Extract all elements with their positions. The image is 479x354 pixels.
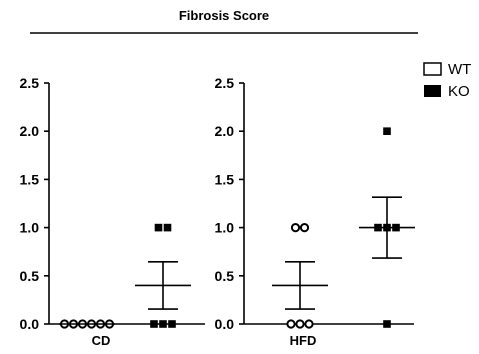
data-point xyxy=(295,319,305,329)
panel-hfd: 0.0 0.5 1.0 1.5 2.0 2.5 HFD xyxy=(215,75,415,348)
group-wt xyxy=(59,319,115,329)
y-tick-label: 1.0 xyxy=(215,220,235,236)
y-tick-label: 2.0 xyxy=(215,123,235,139)
legend-label-ko: KO xyxy=(448,83,470,100)
data-point xyxy=(383,127,391,135)
data-point xyxy=(163,223,172,232)
y-tick-label: 0.5 xyxy=(215,268,235,284)
y-tick-label: 0.0 xyxy=(215,316,235,332)
y-tick-label: 1.5 xyxy=(215,171,235,187)
panel-cd: 0.0 0.5 1.0 1.5 2.0 2.5 CD xyxy=(20,75,205,348)
y-tick-label: 2.5 xyxy=(20,75,40,91)
y-tick-label: 0.0 xyxy=(20,316,40,332)
data-point xyxy=(150,320,158,328)
data-point xyxy=(383,320,391,328)
data-point xyxy=(290,223,301,233)
panel-label: HFD xyxy=(290,333,317,348)
y-tick-label: 2.5 xyxy=(215,75,235,91)
group-wt xyxy=(272,223,328,329)
group-ko xyxy=(359,127,415,328)
data-point xyxy=(154,223,163,232)
data-point xyxy=(159,320,167,328)
legend-swatch-ko xyxy=(424,85,441,97)
data-point xyxy=(168,320,176,328)
y-tick-label: 1.0 xyxy=(20,220,40,236)
chart-title: Fibrosis Score xyxy=(179,8,269,23)
legend-label-wt: WT xyxy=(448,61,471,78)
data-point xyxy=(304,319,314,329)
panel-label: CD xyxy=(92,333,111,348)
data-point xyxy=(286,319,296,329)
legend: WT KO xyxy=(423,61,471,100)
y-tick-label: 1.5 xyxy=(20,171,40,187)
y-tick-label: 0.5 xyxy=(20,268,40,284)
legend-swatch-wt xyxy=(423,62,442,76)
data-point xyxy=(299,223,310,233)
y-tick-label: 2.0 xyxy=(20,123,40,139)
group-ko xyxy=(135,223,191,328)
panels: 0.0 0.5 1.0 1.5 2.0 2.5 CD 0.0 0.5 1.0 1.5 2.0 2.5 HF… xyxy=(20,75,415,348)
